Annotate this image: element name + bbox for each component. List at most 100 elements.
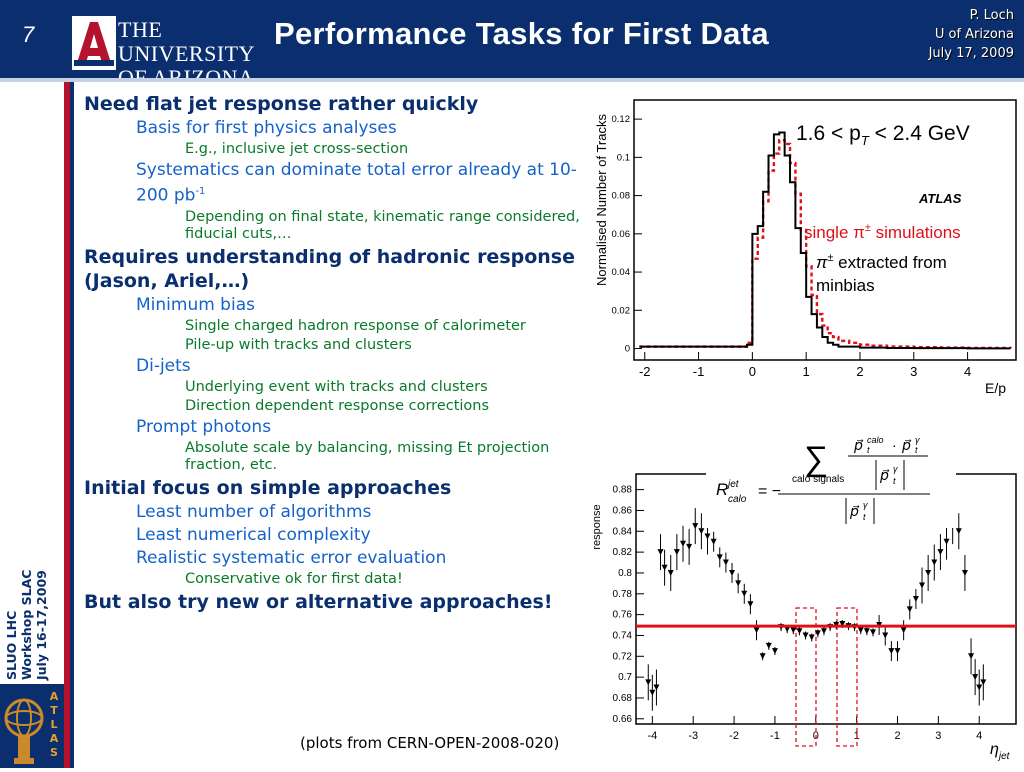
plot1-sim-legend: single π± simulations (804, 222, 961, 242)
response-point (729, 569, 736, 576)
bullet-text: Least numerical complexity (136, 524, 371, 545)
response-point (980, 679, 987, 686)
response-point (759, 653, 766, 660)
bullet-level-2: Realistic systematic error evaluation (136, 547, 592, 569)
bullet-level-3: Single charged hadron response of calori… (185, 318, 592, 335)
bullet-level-2: Basis for first physics analyses (136, 117, 592, 139)
svg-text:t: t (863, 512, 866, 522)
plot1-data-legend-2: minbias (816, 276, 875, 295)
logo-line-2: OF ARIZONA. (118, 66, 262, 90)
sidebar-line-1: SLUO LHC (4, 610, 19, 680)
svg-text:t: t (893, 476, 896, 486)
eta-region-box-left (795, 607, 817, 747)
plot2-xtick-label: 4 (976, 730, 982, 742)
atlas-letter: A (49, 690, 59, 703)
response-point (765, 642, 772, 649)
bullet-level-2: Minimum bias (136, 294, 592, 316)
bullet-level-1: Requires understanding of hadronic respo… (84, 245, 592, 293)
bullet-level-3: Depending on final state, kinematic rang… (185, 209, 592, 243)
figure-caption: (plots from CERN-OPEN-2008-020) (300, 734, 560, 752)
sidebar-line-2: Workshop SLAC (19, 569, 34, 680)
plot1-xtick-label: 0 (749, 364, 756, 379)
sidebar-workshop-text: SLUO LHC Workshop SLAC July 16-17,2009 (4, 570, 49, 680)
svg-text:p⃗: p⃗ (849, 503, 860, 519)
svg-text:p⃗: p⃗ (901, 437, 912, 453)
plot1-ytick-label: 0.04 (612, 267, 631, 278)
slide-header: 7 THE UNIVERSITY OF ARIZONA. Performance… (0, 0, 1024, 90)
plot1-atlas-label: ATLAS (918, 191, 962, 206)
bullet-text: Prompt photons (136, 416, 272, 437)
slide-meta: P. Loch U of Arizona July 17, 2009 (929, 6, 1014, 63)
bullet-level-1: But also try new or alternative approach… (84, 590, 592, 614)
response-point (900, 627, 907, 634)
plot1-xtick-label: -2 (639, 364, 651, 379)
response-point (692, 523, 699, 530)
sidebar-line-3: July 16-17,2009 (34, 570, 49, 680)
response-point (972, 674, 979, 681)
response-point (771, 648, 778, 655)
plot1-ytick-label: 0 (625, 344, 630, 355)
response-point (796, 628, 803, 635)
response-point (790, 627, 797, 634)
plot2-ytick-label: 0.66 (613, 714, 633, 725)
response-point (888, 648, 895, 655)
bullet-text: Pile-up with tracks and clusters (185, 336, 412, 353)
bullet-text: Least number of algorithms (136, 501, 372, 522)
simulation-histogram (639, 138, 1012, 350)
response-point (968, 653, 975, 660)
plot2-xlabel: ηjet (990, 741, 1011, 762)
plot1-frame (633, 99, 1017, 361)
response-point (931, 559, 938, 566)
response-point (943, 538, 950, 545)
plot1-ytick-label: 0.12 (612, 114, 631, 125)
plot2-xtick-label: 2 (894, 730, 900, 742)
response-point (919, 582, 926, 589)
plot1-ytick-label: 0.1 (617, 152, 630, 163)
response-point (645, 679, 652, 686)
svg-text:p⃗: p⃗ (853, 437, 864, 453)
bullet-level-3: Pile-up with tracks and clusters (185, 337, 592, 354)
response-point (686, 543, 693, 550)
bullet-text: Single charged hadron response of calori… (185, 317, 526, 334)
bullet-text: E.g., inclusive jet cross-section (185, 141, 409, 157)
response-point (802, 632, 809, 639)
response-point (894, 648, 901, 655)
bullet-text: Need flat jet response rather quickly (84, 93, 479, 115)
response-point (869, 629, 876, 636)
bullet-level-1: Initial focus on simple approaches (84, 476, 592, 500)
plot1-ytick-label: 0.02 (612, 305, 631, 316)
atlas-letter: T (50, 704, 58, 717)
response-point (716, 554, 723, 561)
response-point (753, 627, 760, 634)
atlas-letter: A (49, 732, 59, 745)
plot1-xtick-label: 1 (803, 364, 810, 379)
response-point (925, 569, 932, 576)
svg-text:γ: γ (863, 500, 868, 510)
plot2-ytick-label: 0.86 (613, 505, 633, 516)
plot2-xtick-label: 3 (935, 730, 941, 742)
response-point (741, 590, 748, 597)
bullet-level-3: Absolute scale by balancing, missing Et … (185, 440, 592, 474)
response-point (882, 632, 889, 639)
bullet-text: Systematics can dominate total error alr… (136, 160, 577, 206)
response-point (961, 569, 968, 576)
bullet-level-2: Least numerical complexity (136, 524, 592, 546)
svg-text:·: · (892, 437, 897, 453)
university-logo: THE UNIVERSITY OF ARIZONA. (72, 16, 262, 90)
bullet-text: Requires understanding of hadronic respo… (84, 245, 576, 292)
svg-text:calo signals: calo signals (792, 474, 844, 485)
svg-text:= −: = − (758, 483, 781, 500)
bullet-text: Basis for first physics analyses (136, 118, 397, 138)
plot2-xtick-label: -4 (647, 730, 657, 742)
bullet-text: Di-jets (136, 355, 191, 376)
plot2-ytick-label: 0.88 (613, 485, 633, 496)
plot1-xtick-label: 3 (910, 364, 917, 379)
response-point (661, 564, 668, 571)
response-point (863, 628, 870, 635)
bullet-text: But also try new or alternative approach… (84, 590, 553, 613)
svg-text:R: R (716, 480, 728, 499)
response-point (649, 689, 656, 696)
bullet-superscript: -1 (195, 186, 206, 197)
jet-response-plot: -4 -3 -2 -1 0 1 2 3 40.660.680.70.720.740.760.78… (591, 432, 1017, 762)
bullet-text: Minimum bias (136, 294, 255, 315)
